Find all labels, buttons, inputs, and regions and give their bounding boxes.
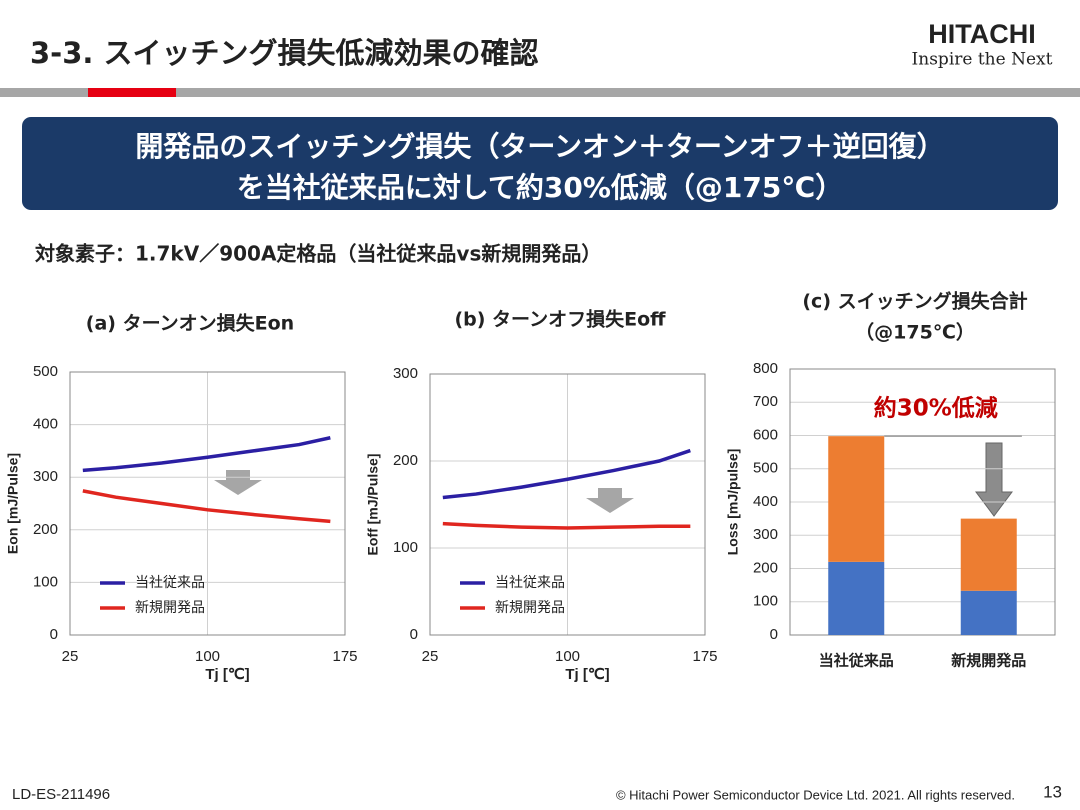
bar-segment: [828, 561, 885, 635]
y-tick-label: 200: [753, 559, 778, 576]
y-tick-label: 300: [33, 468, 58, 485]
y-tick-label: 500: [33, 363, 58, 380]
legend-label: 当社従来品: [135, 575, 205, 591]
x-axis-label: Tj [℃]: [205, 666, 249, 683]
y-tick-label: 200: [33, 521, 58, 538]
y-axis-label: Eon [mJ/Pulse]: [5, 453, 21, 554]
chart-subtitle: （@175℃）: [855, 321, 975, 344]
series-line: [82, 489, 331, 524]
y-tick-label: 400: [753, 493, 778, 510]
y-tick-label: 0: [410, 626, 418, 643]
annotation: 約30%低減: [874, 395, 998, 422]
subtitle: 対象素子：1.7kV／900A定格品（当社従来品vs新規開発品）: [34, 242, 601, 266]
x-tick-label: 当社従来品: [819, 652, 894, 670]
arrow: [586, 488, 634, 513]
tagline: Inspire the Next: [912, 50, 1053, 70]
header-bar: [0, 88, 1080, 97]
chart-title: (a) ターンオン損失Eon: [86, 312, 294, 335]
plot-frame: [789, 368, 1056, 636]
y-axis-label: Loss [mJ/pulse]: [725, 449, 741, 556]
x-axis-label: Tj [℃]: [565, 666, 609, 683]
header-accent: [88, 88, 176, 97]
logo: HITACHI: [928, 19, 1036, 49]
y-axis-label: Eoff [mJ/Pulse]: [365, 454, 381, 556]
x-tick-label: 100: [555, 648, 580, 665]
arrow: [214, 470, 262, 495]
y-tick-label: 300: [753, 526, 778, 543]
y-tick-label: 100: [33, 573, 58, 590]
copyright: © Hitachi Power Semiconductor Device Ltd…: [616, 787, 1015, 802]
arrow: [975, 442, 1013, 517]
y-tick-label: 400: [33, 416, 58, 433]
x-tick-label: 100: [195, 648, 220, 665]
legend-label: 新規開発品: [135, 600, 205, 616]
y-tick-label: 100: [393, 539, 418, 556]
legend-label: 当社従来品: [495, 575, 565, 591]
y-tick-label: 700: [753, 393, 778, 410]
x-tick-label: 175: [332, 648, 357, 665]
plot-frame: [429, 373, 706, 636]
y-tick-label: 300: [393, 365, 418, 382]
bar-segment: [960, 590, 1017, 635]
x-tick-label: 25: [62, 648, 79, 665]
banner-line: を当社従来品に対して約30%低減（@175℃）: [237, 171, 844, 204]
y-tick-label: 800: [753, 360, 778, 377]
x-tick-label: 新規開発品: [951, 652, 1026, 670]
y-tick-label: 0: [50, 626, 58, 643]
y-tick-label: 0: [770, 626, 778, 643]
banner-line: 開発品のスイッチング損失（ターンオン＋ターンオフ＋逆回復）: [135, 130, 944, 163]
y-tick-label: 100: [753, 593, 778, 610]
chart-title: (c) スイッチング損失合計: [802, 290, 1027, 313]
series-line: [442, 448, 691, 500]
series-line: [82, 436, 331, 473]
plot-frame: [69, 371, 346, 636]
chart-title: (b) ターンオフ損失Eoff: [454, 308, 666, 331]
y-tick-label: 600: [753, 426, 778, 443]
x-tick-label: 25: [422, 648, 439, 665]
page-number: 13: [1043, 782, 1062, 801]
bar-segment: [960, 518, 1017, 591]
banner: [22, 117, 1058, 210]
slide-title: 3-3. スイッチング損失低減効果の確認: [30, 36, 539, 70]
legend-label: 新規開発品: [495, 600, 565, 616]
series-line: [442, 521, 691, 530]
x-tick-label: 175: [692, 648, 717, 665]
doc-id: LD-ES-211496: [12, 786, 110, 803]
bar-segment: [828, 436, 885, 562]
y-tick-label: 500: [753, 460, 778, 477]
y-tick-label: 200: [393, 452, 418, 469]
